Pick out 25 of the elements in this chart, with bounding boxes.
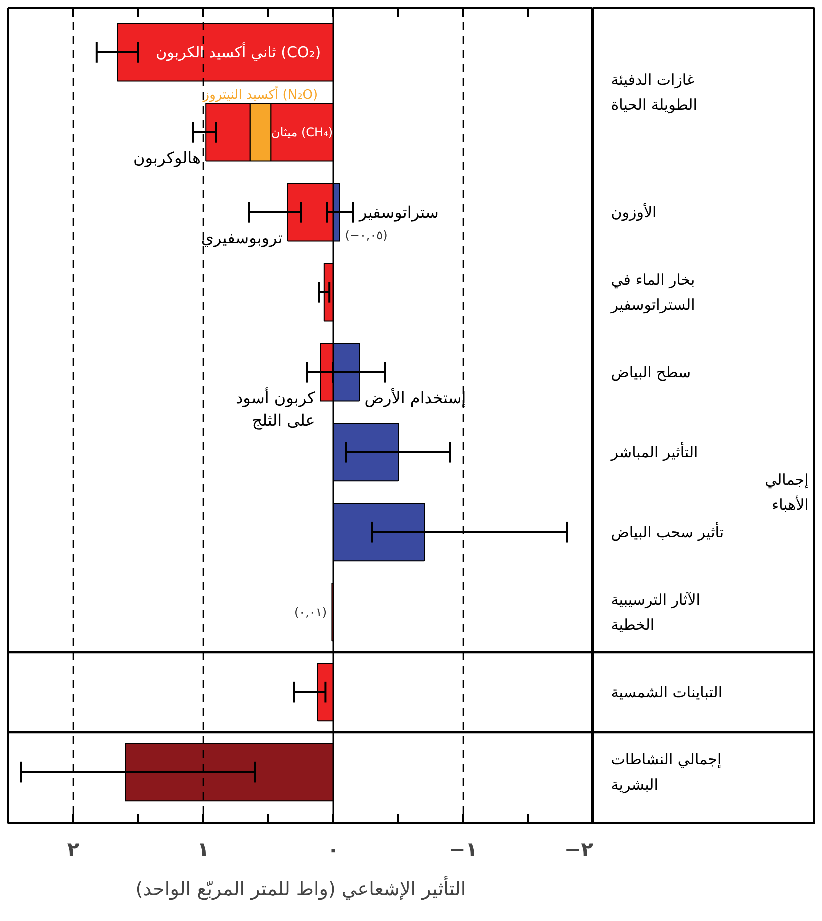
series-label: ميثان (CH₄) [272, 125, 334, 140]
y-tick-label: تأثير سحب البياض [611, 521, 724, 542]
x-axis-title: التأثير الإشعاعي (واط للمتر المربّع الواحد) [136, 876, 466, 900]
x-tick-label: ٢ [67, 838, 80, 862]
x-tick-label: ١ [197, 838, 210, 862]
x-tick-label: ٠ [327, 838, 340, 862]
series-label: كربون أسود على الثلج [236, 387, 316, 430]
y-tick-label: سطح البياض [611, 363, 692, 382]
y-tick-label: الآثار الترسيبية الخطية [611, 590, 700, 634]
y-tick-label: الأوزون [611, 202, 657, 222]
series-label: هالوكربون [134, 148, 201, 168]
series-label: إستخدام الأرض [364, 387, 466, 408]
x-tick-label: −١ [449, 838, 478, 862]
y-tick-label: غازات الدفيئة الطويلة الحياة [611, 70, 698, 114]
y-tick-label: بخار الماء في الستراتوسفير [610, 270, 696, 314]
y-tick-label: التباينات الشمسية [611, 683, 723, 702]
data-label: (٠,٠١) [294, 605, 328, 620]
y-tick-label: إجمالي النشاطات البشرية [611, 750, 722, 794]
y2-tick-label: إجمالي الأهباء [765, 470, 809, 514]
series-label: ثاني أكسيد الكربون (CO₂) [156, 42, 322, 62]
y-tick-label: التأثير المباشر [610, 441, 698, 462]
series-label: ستراتوسفير [358, 202, 439, 222]
x-tick-label: −٢ [564, 838, 594, 862]
data-label: (−٠,٠٥) [345, 228, 388, 242]
series-label: تروبوسفيري [201, 228, 283, 248]
